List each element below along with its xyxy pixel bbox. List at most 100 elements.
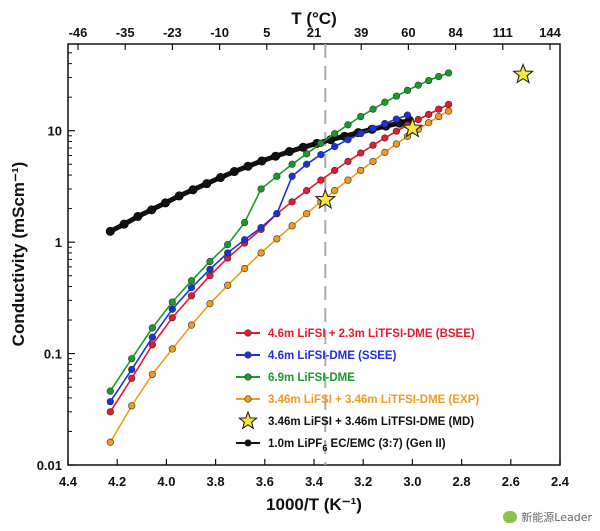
x-tick-label: 4.2 xyxy=(108,474,126,489)
data-point xyxy=(273,172,281,180)
data-point xyxy=(369,141,377,149)
data-point xyxy=(206,257,214,266)
x-tick-label: 2.8 xyxy=(453,474,471,489)
legend: 4.6m LiFSI + 2.3m LiTFSI-DME (BSEE) 4.6m … xyxy=(236,328,479,453)
data-point xyxy=(298,142,308,152)
data-point xyxy=(224,281,232,289)
series-line xyxy=(109,110,449,443)
data-point xyxy=(357,166,365,175)
data-point xyxy=(303,187,311,195)
series-line xyxy=(109,117,411,234)
data-point xyxy=(160,198,170,208)
data-point xyxy=(105,226,115,236)
legend-label: 4.6m LiFSI-DME (SSEE) xyxy=(268,350,397,362)
watermark-text: 新能源Leader xyxy=(521,511,592,524)
data-point xyxy=(187,284,196,292)
wechat-icon xyxy=(503,511,518,523)
data-point xyxy=(243,161,253,171)
data-point xyxy=(106,408,114,416)
data-point xyxy=(444,100,453,109)
data-point xyxy=(257,185,265,193)
data-point xyxy=(392,127,401,135)
data-point xyxy=(241,236,249,244)
data-point xyxy=(331,187,339,195)
series-0 xyxy=(106,100,453,416)
x-tick-label: 3.6 xyxy=(256,474,274,489)
data-point xyxy=(202,179,212,189)
x-axis-title: 1000/T (K⁻¹) xyxy=(266,495,362,514)
y-tick-label: 0.01 xyxy=(37,458,62,473)
data-point xyxy=(148,341,156,349)
legend-label: 3.46m LiFSI + 3.46m LiTFSI-DME (MD) xyxy=(268,416,474,428)
series-4 xyxy=(314,62,535,210)
data-point xyxy=(303,150,311,158)
data-point xyxy=(381,98,389,106)
top-tick-label: -23 xyxy=(163,25,182,40)
data-point xyxy=(206,265,214,273)
x-tick-label: 2.6 xyxy=(502,474,520,489)
legend-marker xyxy=(244,439,252,447)
data-point xyxy=(444,107,453,115)
data-point xyxy=(119,219,129,229)
data-point xyxy=(425,76,433,85)
top-tick-label: 84 xyxy=(448,25,463,40)
data-point xyxy=(168,305,176,313)
data-point xyxy=(288,222,296,230)
series-2 xyxy=(106,69,453,395)
data-point xyxy=(317,151,325,159)
top-tick-label: 5 xyxy=(263,25,270,40)
legend-marker xyxy=(244,395,252,403)
x-tick-label: 3.0 xyxy=(403,474,421,489)
data-point xyxy=(331,166,339,175)
data-point xyxy=(241,218,249,227)
data-point xyxy=(106,398,114,406)
data-point xyxy=(435,72,443,81)
data-point xyxy=(128,374,136,382)
legend-marker xyxy=(244,373,252,381)
top-tick-label: 144 xyxy=(539,25,561,40)
data-point xyxy=(369,157,377,166)
legend-item: 3.46m LiFSI + 3.46m LiTFSI-DME (EXP) xyxy=(236,394,479,406)
top-tick-label: 39 xyxy=(354,25,368,40)
data-point xyxy=(369,124,377,132)
data-point xyxy=(392,140,401,148)
watermark: 新能源Leader xyxy=(503,509,592,525)
data-point xyxy=(187,292,196,300)
x-tick-label: 4.4 xyxy=(59,474,78,489)
data-point xyxy=(403,111,412,119)
data-point xyxy=(357,149,365,157)
legend-marker xyxy=(244,351,252,359)
y-axis-title: Conductivity (mScm⁻¹) xyxy=(9,162,28,347)
data-point xyxy=(414,81,422,89)
data-point xyxy=(216,173,226,183)
legend-item: 1.0m LiPF6 EC/EMC (3:7) (Gen II) xyxy=(236,438,446,453)
legend-label: 3.46m LiFSI + 3.46m LiTFSI-DME (EXP) xyxy=(268,394,479,406)
data-point xyxy=(147,205,157,215)
data-point xyxy=(288,172,296,180)
legend-item: 4.6m LiFSI + 2.3m LiTFSI-DME (BSEE) xyxy=(236,328,475,340)
data-point xyxy=(148,333,156,341)
data-point xyxy=(206,272,214,280)
top-axis-title: T (°C) xyxy=(291,9,337,28)
data-point xyxy=(392,115,401,123)
data-point-star xyxy=(314,188,337,210)
x-tick-label: 2.4 xyxy=(551,474,570,489)
data-point xyxy=(106,387,114,395)
data-point xyxy=(288,160,296,168)
data-point xyxy=(133,211,143,221)
data-point xyxy=(357,130,365,138)
data-point xyxy=(381,134,389,142)
x-tick-label: 3.4 xyxy=(305,474,324,489)
legend-item: 4.6m LiFSI-DME (SSEE) xyxy=(236,350,397,362)
top-tick-label: 111 xyxy=(493,25,513,40)
data-point xyxy=(128,365,136,374)
x-tick-label: 4.0 xyxy=(157,474,175,489)
data-point xyxy=(435,105,443,113)
data-point xyxy=(206,300,214,308)
legend-label: 6.9m LiFSI-DME xyxy=(268,372,355,384)
top-tick-label: 60 xyxy=(401,25,415,40)
legend-item: 6.9m LiFSI-DME xyxy=(236,372,355,384)
data-point-star xyxy=(512,62,535,84)
data-point xyxy=(128,355,136,363)
